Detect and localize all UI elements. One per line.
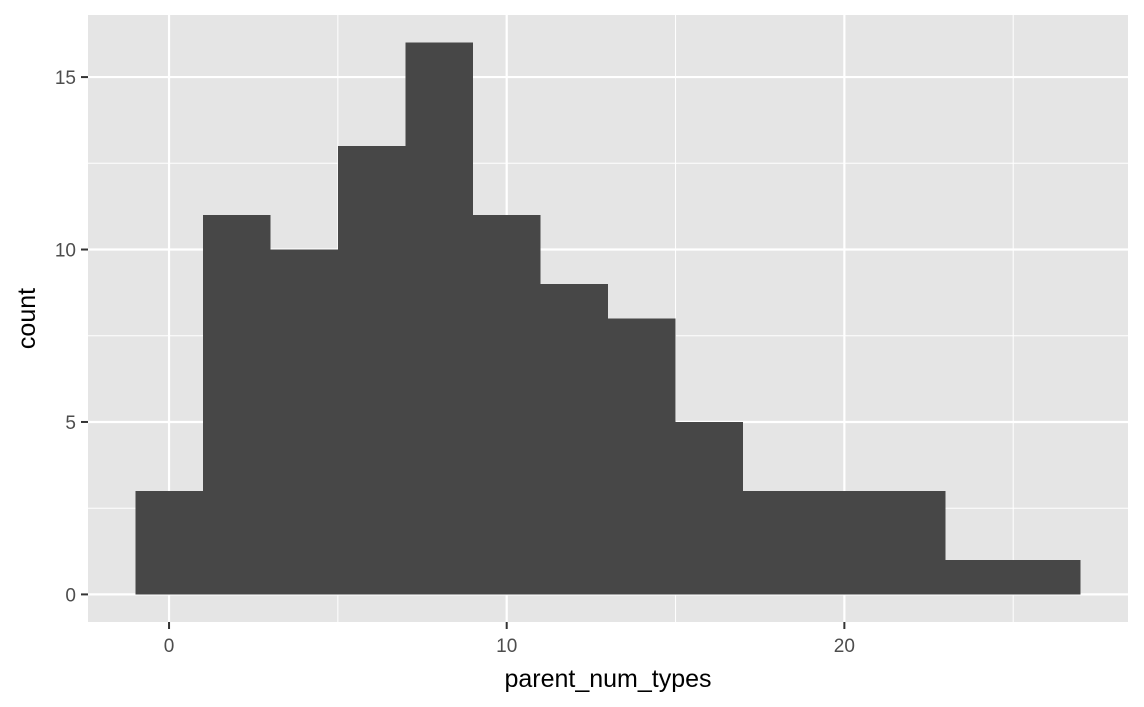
x-tick-label: 20	[834, 636, 855, 657]
histogram-bar	[540, 284, 608, 595]
axis-tick-labels: 0 10 20 0 5 10 15	[55, 68, 855, 657]
histogram-bar	[1013, 559, 1081, 595]
y-tick-label: 10	[55, 241, 76, 262]
histogram-bar	[675, 421, 744, 595]
axis-ticks	[81, 76, 846, 629]
x-axis-title: parent_num_types	[504, 665, 711, 693]
histogram-bar	[135, 490, 203, 595]
y-axis-title: count	[13, 288, 41, 349]
histogram-bar	[810, 490, 879, 595]
histogram-bar	[878, 490, 946, 595]
histogram-bar	[945, 559, 1014, 595]
histogram-bar	[270, 249, 338, 595]
histogram-bar	[405, 42, 473, 595]
y-tick-label: 5	[65, 413, 76, 434]
y-tick-label: 0	[65, 585, 76, 606]
x-tick-label: 10	[496, 636, 517, 657]
x-tick-label: 0	[164, 636, 175, 657]
histogram-bars	[135, 42, 1081, 595]
histogram-bar	[472, 215, 541, 595]
histogram-bar	[743, 490, 811, 595]
y-tick-label: 15	[55, 68, 76, 89]
histogram-bar	[608, 318, 676, 595]
histogram-bar	[202, 215, 271, 595]
histogram-bar	[337, 146, 406, 595]
